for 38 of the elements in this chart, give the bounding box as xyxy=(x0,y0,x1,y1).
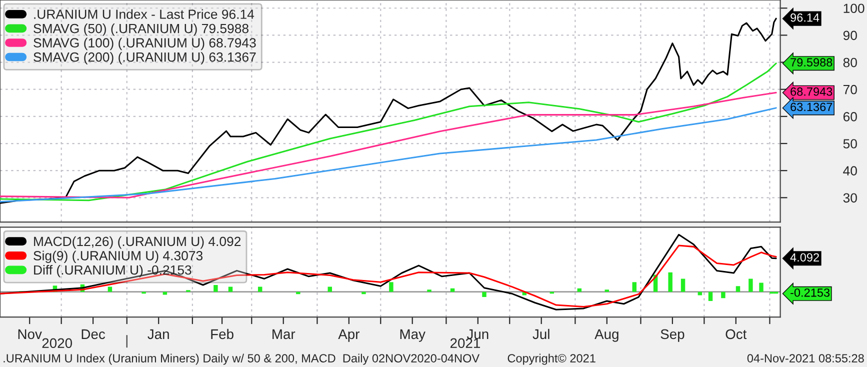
y-tick-label: 30 xyxy=(843,193,857,203)
y-tick-label: 60 xyxy=(843,112,857,122)
legend-label: SMAVG (200) (.URANIUM U) 63.1367 xyxy=(34,52,256,64)
data-label: 63.1367 xyxy=(790,102,832,112)
x-tick-label: Jul xyxy=(532,328,550,340)
x-tick-label: Apr xyxy=(338,329,360,342)
annotation: 4.092 xyxy=(790,253,819,262)
x-tick-label: Oct xyxy=(726,329,747,340)
x-tick-label: Mar xyxy=(272,329,296,340)
x-tick-label: Nov xyxy=(18,329,42,340)
x-tick-label: Jan xyxy=(148,329,169,340)
legend-label: Diff (.URANIUM U) -0.2153 xyxy=(34,264,192,278)
x-tick-label: May xyxy=(400,329,426,342)
text: 04-Nov-2021 08:55:28 xyxy=(747,354,864,362)
legend-label: MACD(12,26) (.URANIUM U) 4.092 xyxy=(34,236,241,249)
x2-tick-label: 2020 xyxy=(42,338,72,348)
data-label: 96.14 xyxy=(790,13,820,22)
x-tick-label: Aug xyxy=(594,329,618,342)
x-tick-label: Feb xyxy=(211,328,234,340)
data-label: 68.7943 xyxy=(790,87,832,96)
y-tick-label: 50 xyxy=(843,139,857,148)
legend-label: Sig(9) (.URANIUM U) 4.3073 xyxy=(34,250,203,263)
y-tick-label: 70 xyxy=(843,84,857,94)
annotation: -0.2153 xyxy=(790,288,830,297)
legend-label: SMAVG (100) (.URANIUM U) 68.7943 xyxy=(34,38,256,50)
y-tick-label: 40 xyxy=(843,166,857,176)
x-tick-label: Jun xyxy=(466,329,488,340)
text: Copyright© 2021 xyxy=(508,354,596,365)
text: .URANIUM U Index (Uranium Miners) Daily w/ 50 & 200, MACD Daily 02NOV2020-04NOV xyxy=(4,354,480,365)
legend-label: SMAVG (50) (.URANIUM U) 79.5988 xyxy=(34,24,248,36)
y-tick-label: 100 xyxy=(844,4,864,14)
x2-tick-label: 2021 xyxy=(450,338,480,348)
y-tick-label: 80 xyxy=(843,58,857,68)
x-tick-label: Dec xyxy=(82,329,106,340)
legend-label: .URANIUM U Index - Last Price 96.14 xyxy=(34,9,254,19)
x-tick-label: Sep xyxy=(660,329,684,342)
data-label: 79.5988 xyxy=(790,58,832,67)
y-tick-label: 90 xyxy=(843,30,857,40)
